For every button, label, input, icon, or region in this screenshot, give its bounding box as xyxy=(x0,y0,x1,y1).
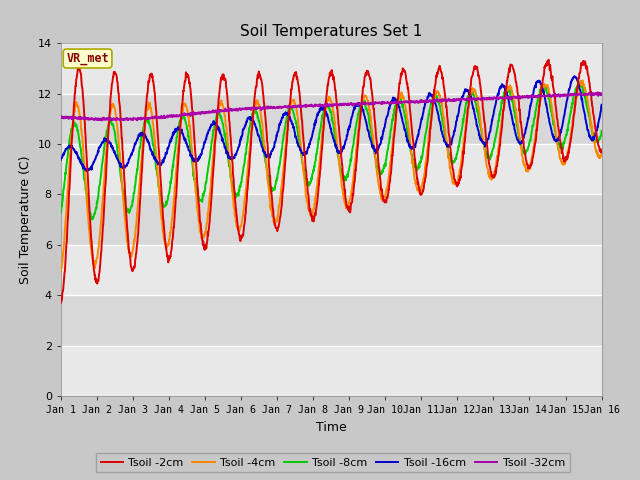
Title: Soil Temperatures Set 1: Soil Temperatures Set 1 xyxy=(240,24,422,39)
Bar xyxy=(61,346,602,396)
Bar xyxy=(61,144,602,194)
Text: VR_met: VR_met xyxy=(66,52,109,65)
Bar xyxy=(61,94,602,144)
X-axis label: Time: Time xyxy=(316,420,347,433)
Bar xyxy=(61,194,602,245)
Legend: Tsoil -2cm, Tsoil -4cm, Tsoil -8cm, Tsoil -16cm, Tsoil -32cm: Tsoil -2cm, Tsoil -4cm, Tsoil -8cm, Tsoi… xyxy=(96,453,570,472)
Bar xyxy=(61,43,602,94)
Bar xyxy=(61,245,602,295)
Y-axis label: Soil Temperature (C): Soil Temperature (C) xyxy=(19,156,32,284)
Bar xyxy=(61,295,602,346)
